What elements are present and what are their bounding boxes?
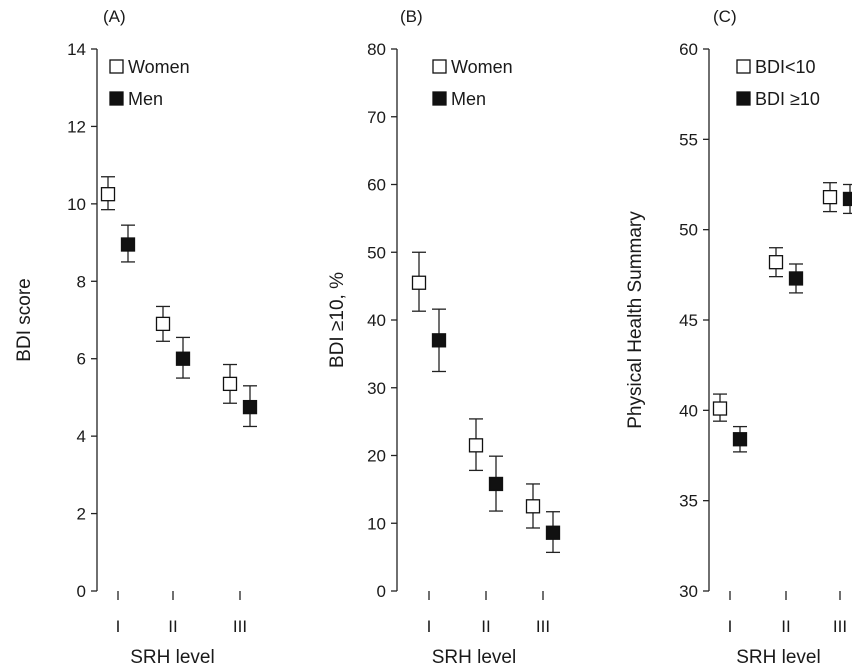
open-square-marker (525, 499, 541, 514)
y-tick-label: 30 (679, 582, 698, 601)
legend-label: Men (128, 89, 163, 109)
x-axis-title: SRH level (432, 647, 516, 668)
panel-label: (B) (400, 7, 423, 26)
open-square-marker (222, 376, 238, 392)
y-tick-label: 35 (679, 492, 698, 511)
legend-label: BDI ≥10 (755, 89, 820, 109)
panel-label: (A) (103, 7, 126, 26)
y-tick-label: 45 (679, 311, 698, 330)
y-tick-label: 8 (77, 272, 86, 291)
open-square-marker (468, 438, 484, 453)
filled-square-marker (431, 333, 447, 348)
y-tick-label: 40 (679, 401, 698, 420)
legend-filled-square (432, 91, 447, 106)
legend-open-square (432, 59, 447, 74)
y-tick-label: 70 (367, 108, 386, 127)
x-axis-title: SRH level (130, 647, 214, 668)
legend-label: Women (128, 57, 190, 77)
x-tick-label: II (781, 617, 790, 636)
y-tick-label: 0 (77, 582, 86, 601)
filled-square-marker (788, 271, 804, 286)
legend-filled-square (736, 91, 751, 106)
y-tick-label: 30 (367, 379, 386, 398)
open-square-marker (768, 255, 784, 270)
y-axis-title: BDI ≥10, % (327, 272, 348, 368)
legend-label: Men (451, 89, 486, 109)
y-tick-label: 55 (679, 130, 698, 149)
filled-square-marker (488, 476, 504, 492)
y-tick-label: 2 (77, 505, 86, 524)
filled-square-marker (242, 399, 258, 415)
x-tick-label: III (233, 617, 247, 636)
y-tick-label: 6 (77, 350, 86, 369)
x-axis-title: SRH level (736, 647, 820, 668)
filled-square-marker (732, 432, 748, 447)
y-tick-label: 60 (679, 40, 698, 59)
legend-filled-square (109, 91, 124, 106)
x-tick-label: I (427, 617, 432, 636)
y-tick-label: 12 (67, 117, 86, 136)
open-square-marker (100, 187, 116, 202)
y-axis-title: Physical Health Summary (625, 211, 646, 429)
open-square-marker (822, 189, 838, 205)
y-tick-label: 0 (377, 582, 386, 601)
x-tick-label: III (536, 617, 550, 636)
x-tick-label: II (481, 617, 490, 636)
y-tick-label: 80 (367, 40, 386, 59)
y-tick-label: 40 (367, 311, 386, 330)
y-tick-label: 10 (367, 514, 386, 533)
filled-square-marker (842, 191, 852, 207)
y-tick-label: 4 (77, 427, 86, 446)
y-tick-label: 50 (679, 221, 698, 240)
open-square-marker (712, 401, 728, 416)
y-axis-title: BDI score (14, 278, 35, 361)
y-tick-label: 14 (67, 40, 86, 59)
filled-square-marker (175, 351, 191, 366)
x-tick-label: I (116, 617, 121, 636)
y-tick-label: 10 (67, 195, 86, 214)
legend-open-square (736, 59, 751, 74)
x-tick-label: II (168, 617, 177, 636)
legend-label: Women (451, 57, 513, 77)
filled-square-marker (120, 237, 136, 252)
panel-label: (C) (713, 7, 737, 26)
filled-square-marker (545, 525, 561, 540)
y-tick-label: 20 (367, 447, 386, 466)
x-tick-label: I (728, 617, 733, 636)
x-tick-label: III (833, 617, 847, 636)
legend-open-square (109, 59, 124, 74)
open-square-marker (411, 275, 427, 290)
open-square-marker (155, 316, 171, 332)
y-tick-label: 50 (367, 243, 386, 262)
legend-label: BDI<10 (755, 57, 816, 77)
y-tick-label: 60 (367, 176, 386, 195)
